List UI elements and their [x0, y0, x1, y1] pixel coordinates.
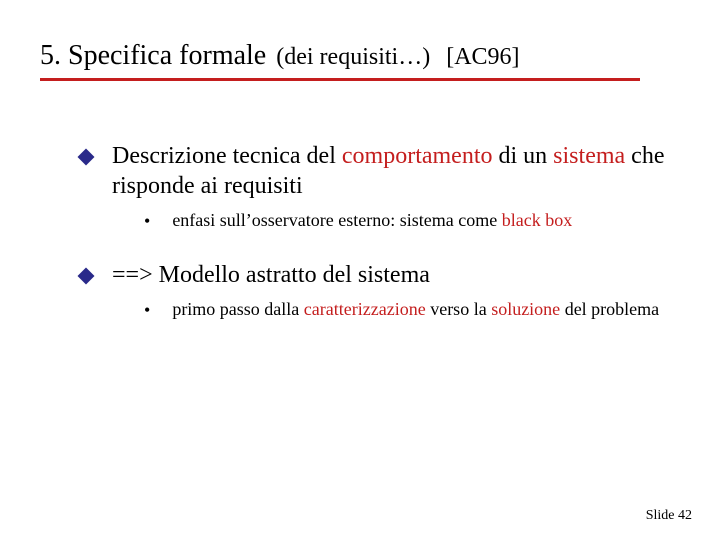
footer-label: Slide — [646, 508, 675, 523]
bullet-1: Descrizione tecnica del comportamento di… — [80, 141, 680, 201]
footer-number: 42 — [678, 508, 692, 523]
dot-icon: • — [144, 300, 150, 321]
sub2-accent: caratterizzazione — [304, 299, 426, 319]
bullet-2-pre: ==> Modello astratto del sistema — [112, 262, 430, 288]
sub1-pre: enfasi sull’osservatore esterno: sistema… — [172, 210, 501, 230]
sub2-accent2: soluzione — [491, 299, 560, 319]
title-reference: [AC96] — [446, 44, 519, 71]
diamond-icon — [78, 268, 95, 285]
bullet-1-accent2: sistema — [553, 143, 625, 169]
title-underline — [40, 78, 640, 81]
bullet-2: ==> Modello astratto del sistema — [80, 260, 680, 290]
sub-bullet-1: • enfasi sull’osservatore esterno: siste… — [144, 209, 680, 232]
bullet-1-accent1: comportamento — [342, 143, 493, 169]
title-subtitle: (dei requisiti…) — [276, 44, 430, 71]
bullet-2-text: ==> Modello astratto del sistema — [112, 260, 430, 290]
content-area: Descrizione tecnica del comportamento di… — [40, 141, 680, 322]
sub-bullet-2-text: primo passo dalla caratterizzazione vers… — [172, 298, 659, 321]
diamond-icon — [78, 149, 95, 166]
bullet-1-text: Descrizione tecnica del comportamento di… — [112, 141, 672, 201]
sub-bullet-2: • primo passo dalla caratterizzazione ve… — [144, 298, 680, 321]
title-main: 5. Specifica formale — [40, 40, 266, 72]
slide: 5. Specifica formale (dei requisiti…) [A… — [0, 0, 720, 540]
bullet-1-pre: Descrizione tecnica del — [112, 143, 342, 169]
bullet-1-mid: di un — [493, 143, 554, 169]
sub1-accent: black box — [502, 210, 572, 230]
sub-bullet-1-text: enfasi sull’osservatore esterno: sistema… — [172, 209, 572, 232]
dot-icon: • — [144, 211, 150, 232]
slide-title: 5. Specifica formale (dei requisiti…) [A… — [40, 40, 680, 72]
slide-footer: Slide 42 — [646, 508, 692, 524]
sub2-mid: verso la — [426, 299, 491, 319]
sub2-post: del problema — [560, 299, 659, 319]
sub2-pre: primo passo dalla — [172, 299, 303, 319]
